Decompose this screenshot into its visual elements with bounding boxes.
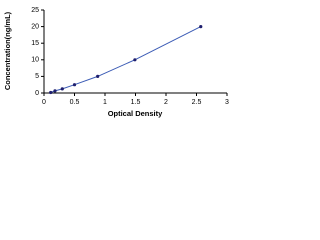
x-tick-label: 0	[42, 99, 46, 106]
x-tick-label: 0.5	[70, 99, 80, 106]
data-point	[133, 58, 137, 62]
x-tick-label: 2.5	[192, 99, 202, 106]
data-point	[72, 83, 77, 87]
x-tick-label: 2	[164, 99, 168, 106]
fit-line	[50, 26, 201, 93]
x-tick-label: 3	[225, 99, 229, 106]
y-tick-label: 0	[35, 90, 39, 97]
data-point	[96, 74, 100, 78]
x-axis-label: Optical Density	[108, 109, 163, 118]
y-axis-label: Concentration(ng/mL)	[3, 11, 12, 90]
data-point	[49, 90, 53, 95]
data-point	[53, 89, 57, 93]
x-tick-label: 1	[103, 99, 107, 106]
x-tick-label: 1.5	[131, 99, 141, 106]
y-tick-label: 10	[31, 57, 39, 64]
data-point	[60, 87, 64, 91]
data-point	[199, 25, 203, 29]
y-tick-label: 20	[31, 23, 39, 30]
y-tick-label: 25	[31, 7, 39, 14]
y-tick-label: 15	[31, 40, 39, 47]
chart: Optical Density Concentration(ng/mL) 0 5 1…	[3, 7, 229, 118]
y-tick-label: 5	[35, 73, 39, 80]
